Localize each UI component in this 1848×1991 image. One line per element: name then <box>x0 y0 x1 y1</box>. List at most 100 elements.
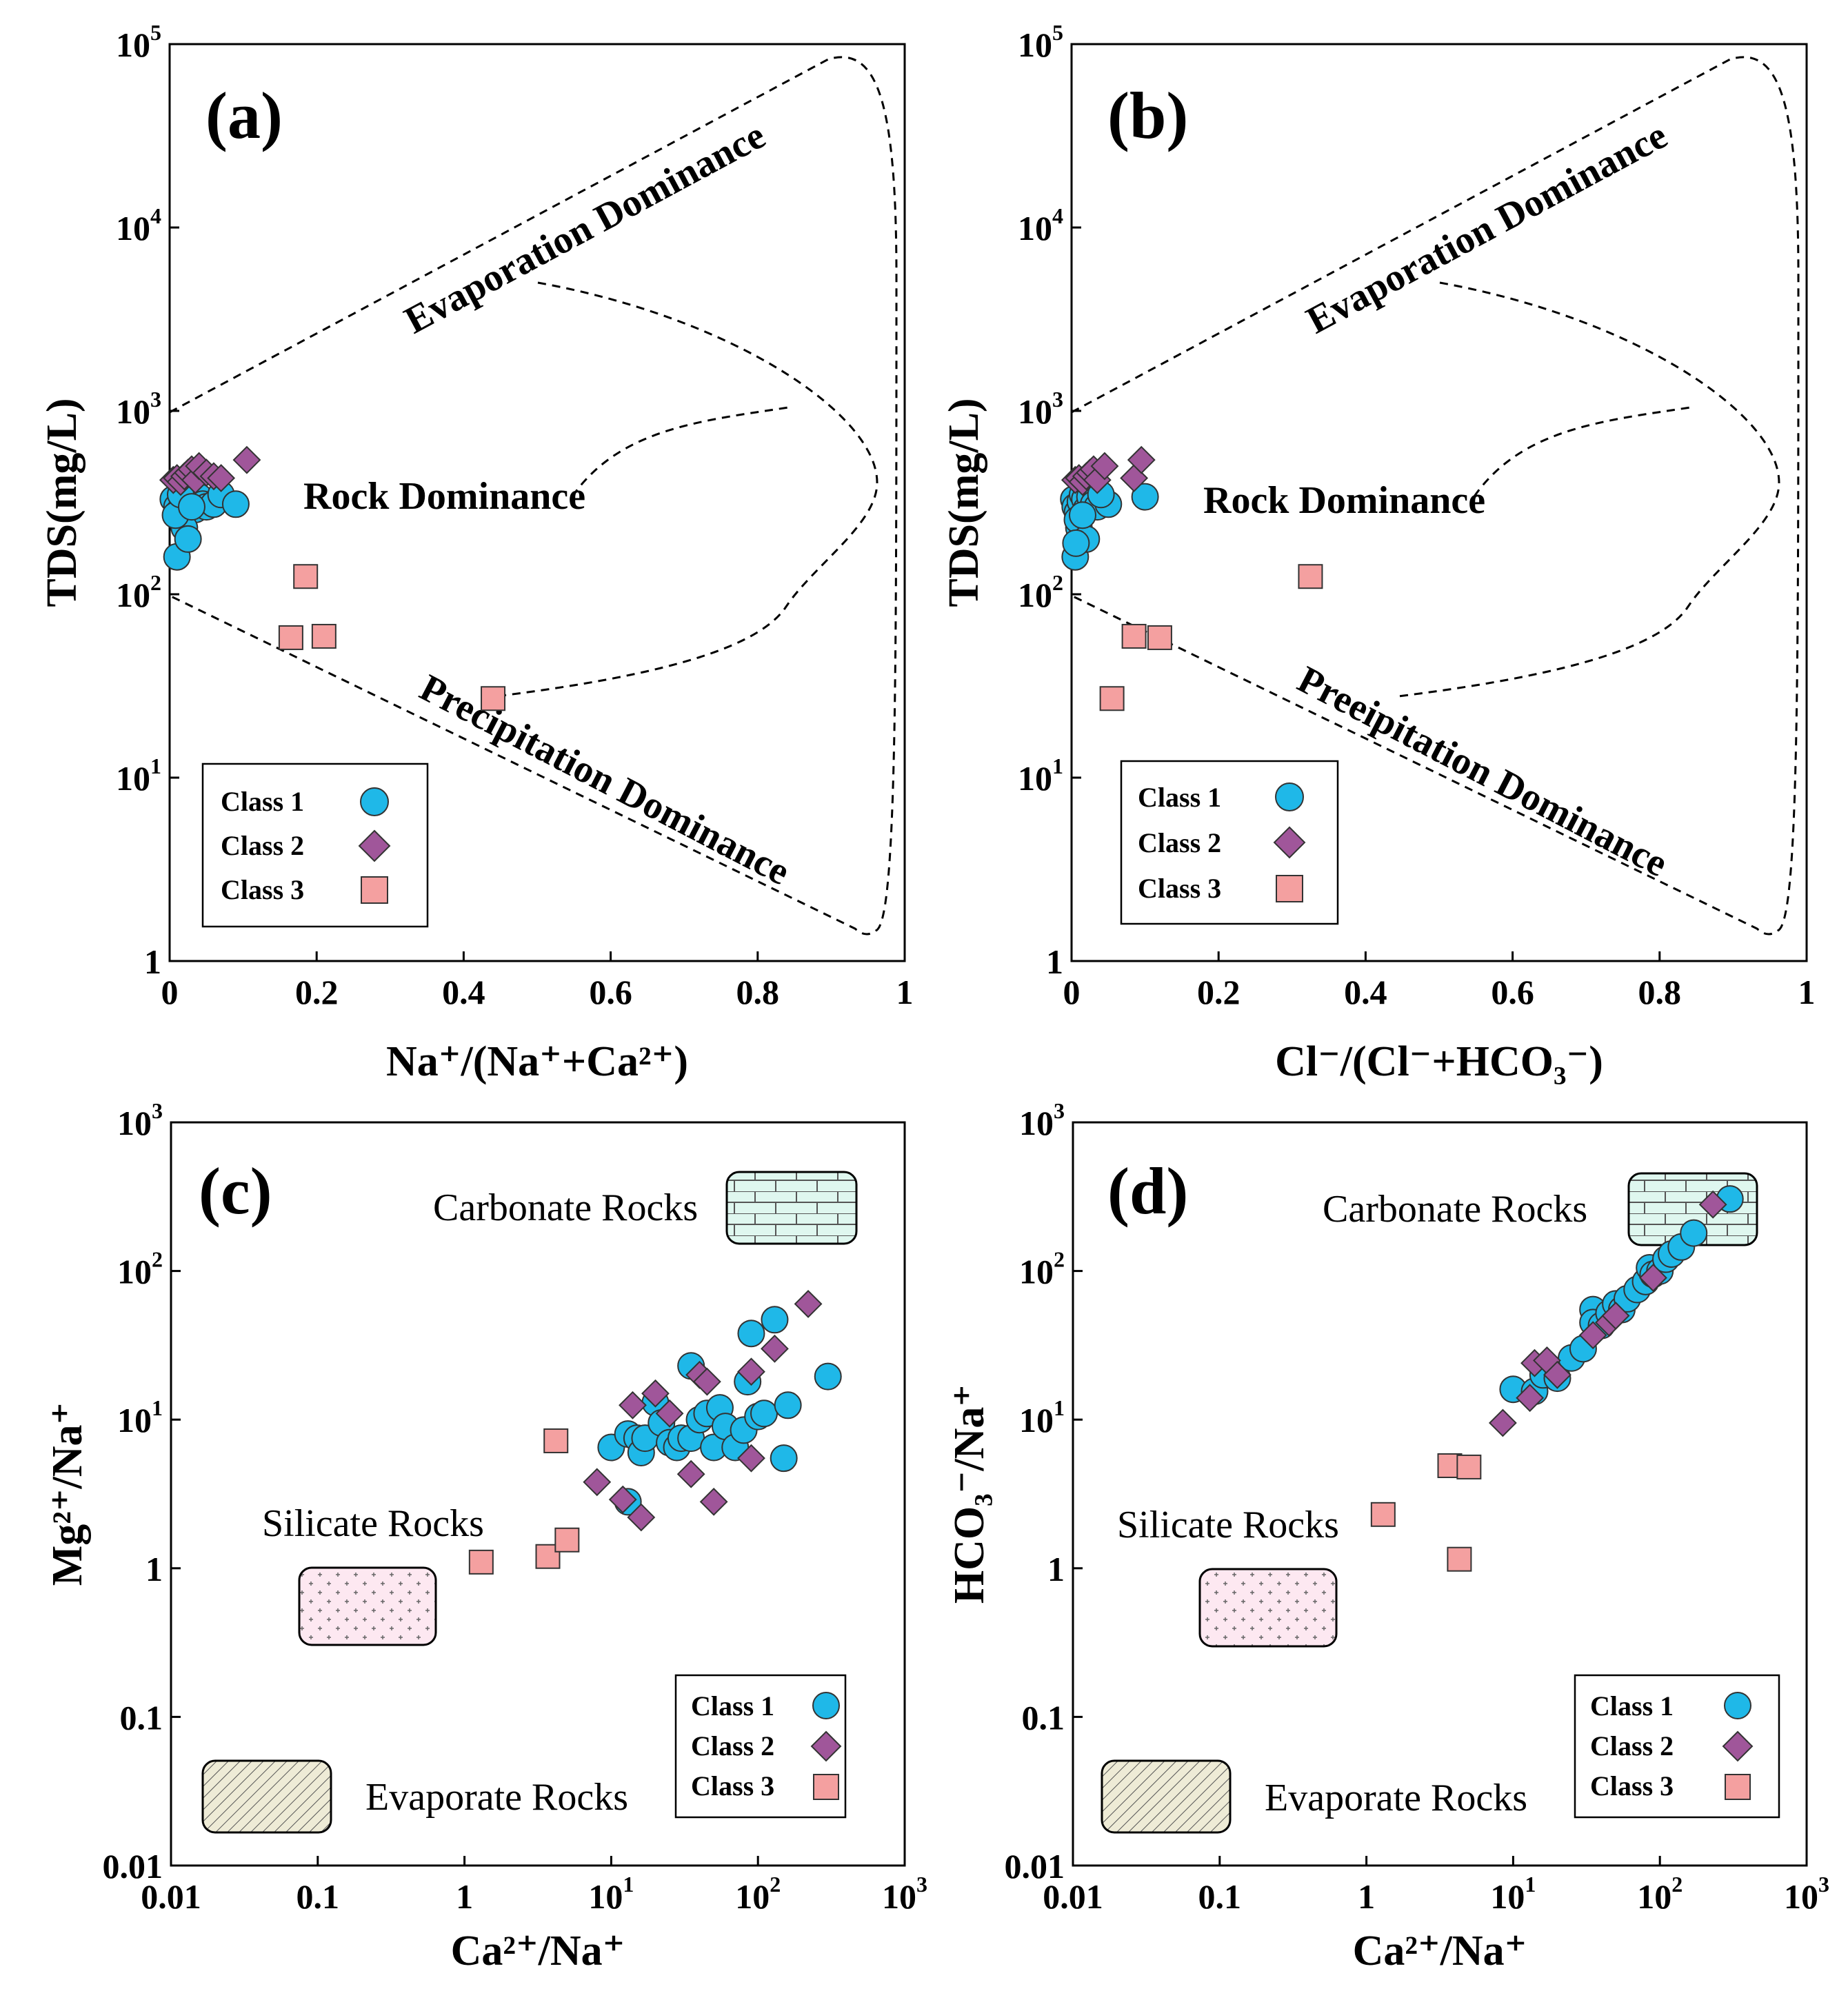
legend-label-class-1-b: Class 1 <box>1138 782 1221 813</box>
y-tick-label: 101 <box>1019 1395 1065 1439</box>
points-c <box>468 1290 842 1575</box>
point-class-2 <box>699 1487 728 1516</box>
evaporate-rocks-label-c: Evaporate Rocks <box>365 1776 628 1819</box>
x-tick-label: 0.6 <box>1491 973 1534 1011</box>
point-class-1 <box>737 1320 765 1348</box>
legend-label-class-2-c: Class 2 <box>691 1730 774 1761</box>
point-class-2 <box>1488 1408 1517 1437</box>
x-tick-label: 0.8 <box>736 973 780 1011</box>
rock-boundary-a <box>496 281 878 698</box>
points-b <box>1060 445 1323 711</box>
point-class-2 <box>1090 452 1119 481</box>
point-class-3 <box>1370 1502 1396 1527</box>
point-class-3 <box>311 623 337 649</box>
y-tick-label: 0.01 <box>103 1847 163 1886</box>
x-tick-label: 102 <box>735 1872 781 1916</box>
y-tick-label: 102 <box>117 1247 163 1291</box>
plot-frame-c <box>170 1121 906 1867</box>
x-axis-label-b: Cl⁻/(Cl⁻+HCO₃⁻) <box>1275 1038 1603 1085</box>
x-ticks-c: 0.01 0.1 1 101 102 103 <box>141 1856 927 1916</box>
panel-b: (b) Evaporation Dominance Rock Dominance… <box>941 20 1816 1085</box>
point-class-2 <box>761 1334 789 1363</box>
silicate-rocks-label-d: Silicate Rocks <box>1117 1504 1339 1546</box>
evaporate-rocks-box-d <box>1101 1759 1232 1834</box>
point-class-3 <box>1447 1546 1472 1572</box>
carbonate-rocks-label-c: Carbonate Rocks <box>433 1186 698 1229</box>
point-class-2 <box>207 464 236 492</box>
legend-c: Class 1 Class 2 Class 3 <box>674 1674 847 1819</box>
legend-label-class-2-b: Class 2 <box>1138 827 1221 858</box>
y-ticks-a: 1 101 102 103 104 105 <box>116 20 179 981</box>
point-class-2 <box>1516 1384 1545 1413</box>
point-class-2 <box>608 1485 637 1514</box>
carbonate-rocks-box-c <box>725 1171 858 1245</box>
evaporate-rocks-box-c <box>201 1759 332 1834</box>
x-tick-label: 0 <box>1063 973 1081 1011</box>
legend-d: Class 1 Class 2 Class 3 <box>1574 1674 1780 1819</box>
legend-marker-class-3-a <box>361 876 388 904</box>
point-class-1 <box>770 1444 798 1473</box>
point-class-2 <box>737 1357 765 1386</box>
x-tick-label: 0.2 <box>295 973 339 1011</box>
x-tick-label: 101 <box>588 1872 634 1916</box>
legend-marker-class-3-c <box>813 1774 839 1800</box>
point-class-3 <box>543 1428 569 1453</box>
legend-label-class-3-a: Class 3 <box>221 874 304 905</box>
panel-c: (c) Carbonate Rocks Silicate Rocks Evapo… <box>44 1098 927 1974</box>
point-class-1 <box>177 493 205 521</box>
point-class-3 <box>481 686 506 711</box>
point-class-2 <box>619 1391 647 1419</box>
point-class-1 <box>221 490 250 518</box>
point-class-2 <box>627 1503 656 1532</box>
panel-label-a: (a) <box>205 79 283 152</box>
x-tick-label: 102 <box>1637 1872 1683 1916</box>
x-ticks-d: 0.01 0.1 1 101 102 103 <box>1043 1856 1829 1916</box>
points-d <box>1370 1185 1744 1572</box>
y-tick-label: 1 <box>145 1550 163 1588</box>
point-class-3 <box>1121 623 1147 649</box>
legend-label-class-1-c: Class 1 <box>691 1690 774 1721</box>
legend-marker-class-2-c <box>810 1730 842 1762</box>
point-class-1 <box>1131 483 1159 511</box>
point-class-2 <box>641 1379 670 1408</box>
point-class-1 <box>814 1362 842 1391</box>
x-tick-label: 1 <box>1798 973 1816 1011</box>
point-class-2 <box>737 1444 765 1473</box>
x-ticks-a: 0 0.2 0.4 0.6 0.8 1 <box>161 951 914 1011</box>
y-axis-label-a: TDS(mg/L) <box>39 398 86 607</box>
x-tick-label: 0.6 <box>589 973 632 1011</box>
silicate-rocks-label-c: Silicate Rocks <box>262 1502 484 1545</box>
evaporation-boundary-b <box>1071 56 1800 936</box>
x-tick-label: 0.8 <box>1638 973 1682 1011</box>
legend-marker-class-1-a <box>360 787 389 816</box>
silicate-rocks-box-c <box>298 1566 437 1646</box>
y-tick-label: 102 <box>116 570 161 614</box>
point-class-1 <box>750 1399 779 1428</box>
point-class-3 <box>1456 1454 1482 1479</box>
legend-label-class-2-a: Class 2 <box>221 830 304 861</box>
y-ticks-c: 0.01 0.1 1 101 102 103 <box>103 1098 181 1886</box>
point-class-2 <box>1578 1321 1607 1350</box>
legend-label-class-3-c: Class 3 <box>691 1770 774 1801</box>
point-class-1 <box>174 525 202 553</box>
x-tick-label: 1 <box>456 1877 473 1916</box>
evaporation-inner-b <box>1473 405 1696 497</box>
point-class-2 <box>1543 1360 1571 1389</box>
y-tick-label: 105 <box>116 20 161 64</box>
legend-marker-class-2-d <box>1722 1730 1754 1762</box>
x-tick-label: 0 <box>161 973 179 1011</box>
x-tick-label: 0.1 <box>1198 1877 1242 1916</box>
y-tick-label: 103 <box>116 387 161 431</box>
panel-label-c: (c) <box>199 1154 272 1228</box>
x-tick-label: 1 <box>896 973 914 1011</box>
point-class-1 <box>774 1391 802 1419</box>
legend-marker-class-3-b <box>1276 875 1303 902</box>
rock-boundary-b <box>1398 281 1780 698</box>
evaporation-boundary-a <box>169 56 898 936</box>
y-tick-label: 1 <box>1046 942 1063 981</box>
legend-label-class-1-d: Class 1 <box>1590 1690 1674 1721</box>
panel-d: (d) Carbonate Rocks Silicate Rocks Evapo… <box>946 1098 1829 1974</box>
point-class-1 <box>761 1306 789 1334</box>
point-class-3 <box>278 625 303 650</box>
